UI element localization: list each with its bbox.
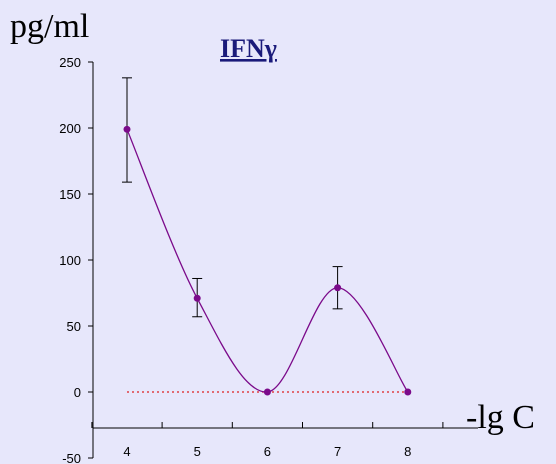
data-point bbox=[193, 294, 201, 302]
y-tick-label: -50 bbox=[62, 451, 81, 464]
x-tick-label: 8 bbox=[404, 444, 411, 459]
x-tick-label: 6 bbox=[264, 444, 271, 459]
y-tick-label: 200 bbox=[59, 121, 81, 136]
data-point bbox=[123, 125, 131, 133]
series-line bbox=[126, 129, 409, 393]
y-tick-label: 50 bbox=[67, 319, 81, 334]
x-tick-label: 7 bbox=[334, 444, 341, 459]
y-tick-label: 100 bbox=[59, 253, 81, 268]
data-point bbox=[404, 388, 412, 396]
y-axis-label: pg/ml bbox=[10, 8, 89, 45]
axes: -50 0 50 100 150 200 250 4 5 6 7 8 bbox=[59, 55, 478, 464]
chart-title: IFNγ bbox=[220, 34, 277, 63]
data-point bbox=[263, 388, 271, 396]
data-point bbox=[334, 284, 342, 292]
y-tick-label: 150 bbox=[59, 187, 81, 202]
data-points bbox=[123, 125, 412, 396]
y-tick-label: 0 bbox=[74, 385, 81, 400]
x-tick-label: 5 bbox=[194, 444, 201, 459]
error-bars bbox=[122, 77, 343, 318]
x-tick-label: 4 bbox=[123, 444, 130, 459]
y-tick-label: 250 bbox=[59, 55, 81, 70]
data-curve bbox=[126, 129, 409, 393]
x-axis-label: -lg C bbox=[466, 399, 535, 436]
